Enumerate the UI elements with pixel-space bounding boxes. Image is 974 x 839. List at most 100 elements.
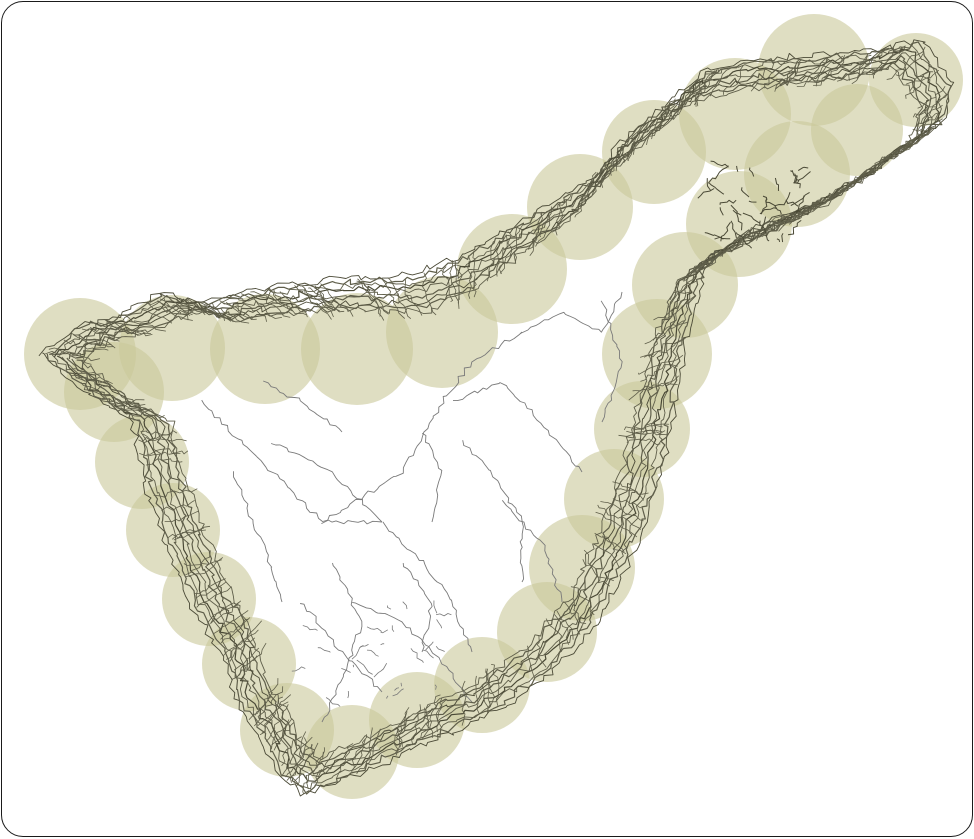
- coastal-link-road: [562, 601, 581, 635]
- coastal-link-road: [394, 711, 408, 754]
- coastal-link-road: [513, 222, 525, 263]
- interior-road: [352, 601, 473, 703]
- coastal-link-road: [308, 287, 333, 309]
- coastal-link-road: [236, 655, 258, 678]
- coastal-link-road: [71, 333, 116, 349]
- interior-road: [366, 649, 379, 657]
- coastal-link-road: [449, 260, 460, 309]
- coastal-link-road: [357, 278, 385, 321]
- interior-road: [394, 687, 400, 691]
- coastal-link-road: [877, 142, 911, 166]
- coastal-link-road: [632, 375, 679, 392]
- interior-road: [233, 471, 283, 603]
- coastal-link-road: [595, 511, 638, 538]
- coastal-link-road: [171, 527, 205, 540]
- coastal-link-road: [848, 54, 872, 81]
- interior-road: [380, 643, 385, 646]
- coastal-link-road: [672, 79, 699, 120]
- coastal-link-road: [411, 704, 422, 746]
- coastal-link-road: [597, 504, 642, 530]
- coastal-link-road: [614, 488, 645, 501]
- interior-road: [270, 443, 383, 523]
- coastal-link-road: [784, 198, 823, 222]
- coastal-link-road: [387, 277, 412, 320]
- coastal-link-road: [655, 100, 675, 133]
- coastal-link-road: [623, 423, 670, 431]
- town-road: [741, 187, 750, 198]
- town-road: [708, 182, 725, 195]
- interior-road: [462, 440, 525, 583]
- coastal-link-road: [454, 264, 460, 300]
- coastal-link-road: [139, 450, 189, 457]
- coastal-link-road: [264, 293, 293, 312]
- coastal-roads-layer: [38, 39, 955, 797]
- coastal-link-road: [304, 288, 329, 314]
- coastal-link-road: [293, 744, 313, 783]
- coastal-link-road: [206, 600, 242, 624]
- coastal-link-road: [638, 354, 684, 375]
- coastal-link-road: [764, 61, 786, 89]
- coastal-link-road: [195, 301, 234, 323]
- coastal-link-road: [146, 448, 181, 455]
- town-road: [748, 200, 757, 203]
- town-road: [783, 192, 791, 206]
- coastal-link-road: [48, 347, 100, 362]
- coastal-link-road: [643, 338, 685, 358]
- town-road: [797, 166, 809, 172]
- coastal-link-road: [750, 213, 793, 242]
- coastal-link-road: [674, 79, 700, 117]
- town-road: [762, 195, 782, 215]
- town-road: [787, 219, 802, 236]
- coastal-link-road: [572, 598, 587, 625]
- coastal-link-road: [222, 620, 263, 657]
- coastal-link-road: [796, 56, 828, 87]
- coastal-link-road: [225, 629, 259, 660]
- town-road: [776, 238, 781, 243]
- coastal-link-road: [874, 45, 906, 76]
- coastal-link-road: [124, 412, 165, 419]
- town-road: [735, 232, 753, 249]
- coastal-link-road: [527, 645, 536, 679]
- coastal-link-road: [782, 206, 809, 227]
- coastal-link-road: [632, 422, 663, 431]
- town-road: [790, 170, 793, 173]
- town-road: [793, 173, 797, 184]
- interior-road: [386, 695, 389, 699]
- town-road: [759, 207, 777, 215]
- coastal-link-road: [615, 139, 630, 172]
- coastal-link-road: [886, 46, 926, 80]
- coastal-link-road: [774, 58, 801, 92]
- town-road: [720, 221, 731, 242]
- interior-road: [341, 668, 351, 673]
- coastal-link-road: [314, 287, 340, 312]
- buffer-circle: [602, 100, 706, 204]
- coastal-link-road: [855, 157, 891, 182]
- coastal-link-road: [536, 634, 547, 668]
- buffer-circle: [305, 705, 399, 799]
- coastal-link-road: [351, 734, 368, 773]
- interior-road: [433, 600, 438, 614]
- coastal-link-road: [271, 719, 290, 746]
- interior-road: [421, 432, 443, 523]
- coastal-link-road: [306, 751, 324, 790]
- coastal-link-road: [851, 47, 890, 85]
- town-road: [719, 199, 737, 205]
- coastal-link-road: [756, 211, 795, 241]
- coastal-link-road: [675, 256, 713, 287]
- coastal-link-road: [153, 488, 198, 498]
- coastal-link-road: [807, 59, 829, 83]
- coastal-link-road: [551, 199, 567, 233]
- coastal-link-road: [181, 299, 221, 319]
- coastal-link-road: [259, 694, 292, 736]
- town-road: [736, 165, 739, 172]
- coastal-link-road: [906, 64, 930, 85]
- coastal-link-road: [663, 302, 690, 319]
- coastal-link-road: [652, 320, 686, 341]
- coastal-link-road: [721, 234, 747, 258]
- coastal-link-road: [220, 618, 249, 640]
- coastal-link-road: [580, 172, 599, 208]
- coastal-link-road: [628, 383, 678, 401]
- interior-road: [347, 690, 349, 699]
- interior-road: [435, 646, 445, 652]
